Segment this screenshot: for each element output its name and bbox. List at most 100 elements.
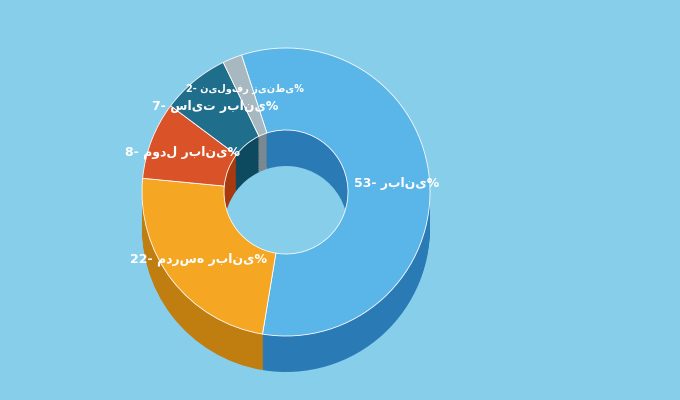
Wedge shape <box>241 54 430 341</box>
Wedge shape <box>171 88 259 180</box>
Wedge shape <box>223 75 267 156</box>
Wedge shape <box>223 91 267 172</box>
Wedge shape <box>171 82 259 175</box>
Wedge shape <box>223 66 267 147</box>
Wedge shape <box>241 61 430 348</box>
Wedge shape <box>171 73 259 166</box>
Wedge shape <box>241 50 430 338</box>
Wedge shape <box>142 178 276 334</box>
Wedge shape <box>171 75 259 168</box>
Wedge shape <box>171 70 259 162</box>
Wedge shape <box>143 122 237 202</box>
Wedge shape <box>223 77 267 158</box>
Text: 22- مدرسه ربانی%: 22- مدرسه ربانی% <box>129 253 267 266</box>
Wedge shape <box>171 96 259 189</box>
Wedge shape <box>241 57 430 345</box>
Wedge shape <box>241 55 430 343</box>
Wedge shape <box>223 86 267 167</box>
Wedge shape <box>142 180 276 336</box>
Wedge shape <box>223 78 267 160</box>
Wedge shape <box>241 70 430 358</box>
Wedge shape <box>142 196 276 352</box>
Wedge shape <box>143 127 237 208</box>
Wedge shape <box>143 109 237 190</box>
Wedge shape <box>143 138 237 218</box>
Wedge shape <box>223 68 267 149</box>
Wedge shape <box>241 79 430 366</box>
Wedge shape <box>143 136 237 217</box>
Wedge shape <box>241 77 430 365</box>
Wedge shape <box>241 72 430 359</box>
Wedge shape <box>143 113 237 193</box>
Text: 8- مودل ربانی%: 8- مودل ربانی% <box>125 145 240 159</box>
Wedge shape <box>223 60 267 142</box>
Wedge shape <box>142 207 276 363</box>
Wedge shape <box>223 82 267 163</box>
Wedge shape <box>223 84 267 165</box>
Wedge shape <box>241 59 430 347</box>
Text: 53- ربانی%: 53- ربانی% <box>354 177 439 190</box>
Wedge shape <box>142 182 276 338</box>
Wedge shape <box>143 120 237 200</box>
Wedge shape <box>171 93 259 186</box>
Wedge shape <box>241 64 430 352</box>
Wedge shape <box>142 209 276 365</box>
Wedge shape <box>241 62 430 350</box>
Wedge shape <box>241 73 430 361</box>
Wedge shape <box>143 115 237 195</box>
Wedge shape <box>241 48 430 336</box>
Wedge shape <box>241 84 430 372</box>
Wedge shape <box>171 78 259 171</box>
Wedge shape <box>223 55 267 136</box>
Wedge shape <box>223 64 267 145</box>
Wedge shape <box>142 178 276 334</box>
Wedge shape <box>142 200 276 356</box>
Wedge shape <box>171 89 259 182</box>
Wedge shape <box>171 64 259 157</box>
Wedge shape <box>241 75 430 363</box>
Wedge shape <box>143 111 237 192</box>
Wedge shape <box>143 129 237 210</box>
Wedge shape <box>142 191 276 347</box>
Wedge shape <box>223 62 267 143</box>
Wedge shape <box>142 194 276 350</box>
Wedge shape <box>241 80 430 368</box>
Wedge shape <box>143 134 237 215</box>
Wedge shape <box>223 71 267 152</box>
Wedge shape <box>142 189 276 345</box>
Wedge shape <box>171 62 259 155</box>
Wedge shape <box>143 142 237 222</box>
Wedge shape <box>223 89 267 170</box>
Wedge shape <box>241 48 430 336</box>
Wedge shape <box>223 73 267 154</box>
Wedge shape <box>142 184 276 340</box>
Wedge shape <box>143 124 237 204</box>
Wedge shape <box>223 59 267 140</box>
Wedge shape <box>143 106 237 186</box>
Wedge shape <box>142 212 276 368</box>
Wedge shape <box>171 91 259 184</box>
Wedge shape <box>241 66 430 354</box>
Wedge shape <box>223 57 267 138</box>
Wedge shape <box>171 66 259 158</box>
Wedge shape <box>223 70 267 150</box>
Wedge shape <box>142 204 276 359</box>
Wedge shape <box>171 62 259 155</box>
Wedge shape <box>142 202 276 358</box>
Wedge shape <box>241 82 430 370</box>
Wedge shape <box>142 205 276 361</box>
Wedge shape <box>143 131 237 211</box>
Wedge shape <box>142 214 276 370</box>
Wedge shape <box>143 106 237 186</box>
Wedge shape <box>223 80 267 161</box>
Wedge shape <box>142 186 276 341</box>
Wedge shape <box>142 198 276 354</box>
Wedge shape <box>171 86 259 178</box>
Text: 2- نیلوفر زینطی%: 2- نیلوفر زینطی% <box>186 84 303 94</box>
Wedge shape <box>241 52 430 340</box>
Wedge shape <box>143 118 237 199</box>
Wedge shape <box>241 68 430 356</box>
Wedge shape <box>171 98 259 191</box>
Wedge shape <box>171 71 259 164</box>
Text: 7- سایت ربانی%: 7- سایت ربانی% <box>152 100 279 113</box>
